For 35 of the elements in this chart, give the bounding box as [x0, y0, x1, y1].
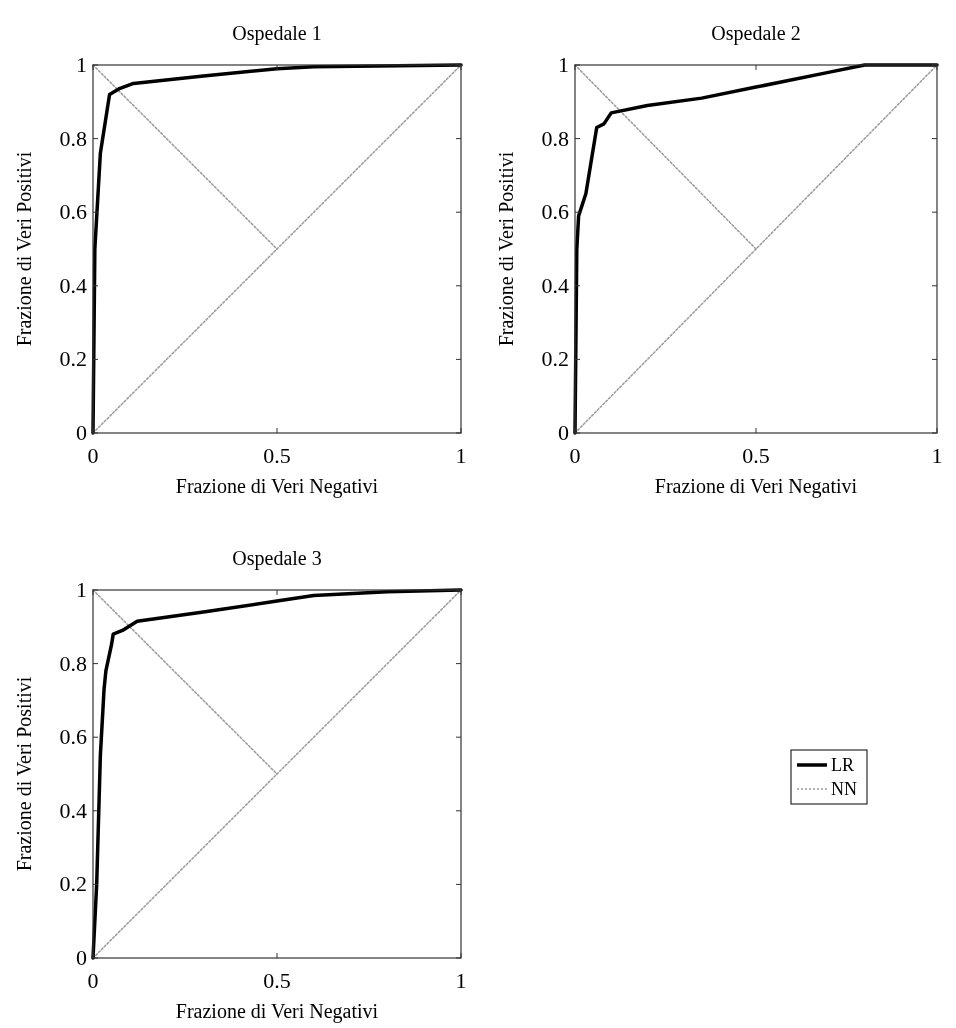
y-tick-label: 0.4	[541, 272, 569, 298]
y-tick-label: 0.4	[59, 797, 87, 823]
y-tick-label: 1	[76, 577, 87, 602]
y-tick-label: 0.8	[541, 125, 569, 151]
y-tick-label: 0.8	[59, 650, 87, 676]
y-axis-title: Frazione di Veri Positivi	[13, 151, 35, 347]
y-tick-label: 0.2	[59, 346, 87, 372]
x-axis-title: Frazione di Veri Negativi	[175, 475, 379, 498]
y-tick-label: 0.6	[541, 199, 569, 225]
legend-label: NN	[831, 779, 857, 799]
y-tick-label: 0	[76, 945, 87, 970]
y-tick-label: 0.2	[541, 346, 569, 372]
x-tick-label: 0.5	[263, 968, 291, 993]
y-tick-label: 0	[558, 420, 569, 445]
y-tick-label: 0	[76, 420, 87, 445]
y-tick-label: 0.6	[59, 724, 87, 750]
x-tick-label: 0.5	[263, 443, 291, 468]
x-tick-label: 1	[455, 968, 467, 993]
y-tick-label: 0.6	[59, 199, 87, 225]
legend-label: LR	[831, 755, 855, 775]
chart-title: Ospedale 2	[711, 22, 801, 45]
y-tick-label: 0.8	[59, 125, 87, 151]
y-tick-label: 1	[558, 52, 569, 77]
chart-title: Ospedale 1	[232, 22, 322, 45]
chart-title: Ospedale 3	[232, 547, 322, 570]
y-tick-label: 0.4	[59, 272, 87, 298]
x-axis-title: Frazione di Veri Negativi	[175, 1000, 379, 1023]
x-tick-label: 1	[931, 443, 943, 468]
x-tick-label: 1	[455, 443, 467, 468]
y-axis-title: Frazione di Veri Positivi	[13, 676, 35, 872]
y-tick-label: 1	[76, 52, 87, 77]
x-tick-label: 0.5	[742, 443, 770, 468]
x-axis-title: Frazione di Veri Negativi	[654, 475, 858, 498]
y-tick-label: 0.2	[59, 871, 87, 897]
y-axis-title: Frazione di Veri Positivi	[495, 151, 517, 347]
